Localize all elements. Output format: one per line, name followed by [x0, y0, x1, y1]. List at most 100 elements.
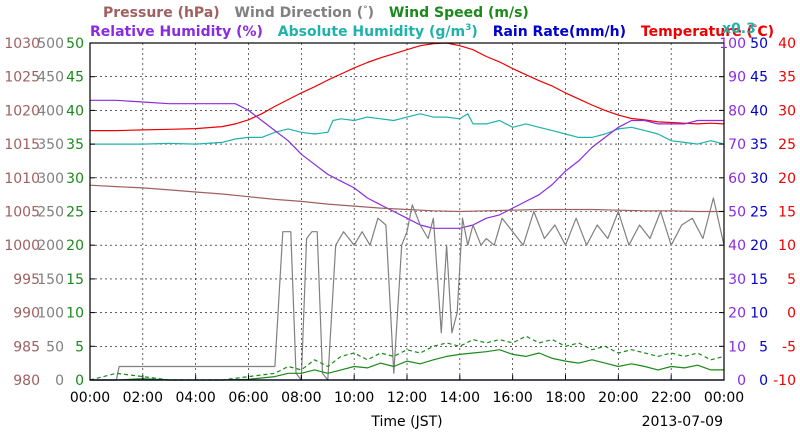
- y-tick-temperature: 15: [778, 205, 796, 221]
- legend-scale-note: x0.3: [722, 21, 756, 37]
- series-line-humidity: [90, 99, 724, 229]
- y-tick-humidity: 100: [719, 36, 746, 52]
- legend-row-1: Pressure (hPa) Wind Direction (°) Wind S…: [103, 5, 529, 21]
- y-tick-wind_direction: 450: [37, 70, 64, 86]
- x-tick-label: 22:00: [651, 390, 691, 406]
- y-tick-pressure: 1005: [4, 205, 40, 221]
- chart-legend: Pressure (hPa) Wind Direction (°) Wind S…: [90, 5, 774, 40]
- y-tick-wind_direction: 150: [37, 272, 64, 288]
- y-tick-pressure: 1000: [4, 238, 40, 254]
- y-tick-wind_speed: 5: [75, 339, 84, 355]
- y-tick-rain_rate: 5: [759, 339, 768, 355]
- legend-rain-rate: Rain Rate(mm/h): [493, 24, 626, 40]
- y-axes: 9809859909951000100510101015102010251030…: [4, 36, 796, 389]
- x-axis-label: Time (JST): [370, 414, 442, 430]
- y-tick-wind_direction: 50: [46, 339, 64, 355]
- y-tick-wind_direction: 200: [37, 238, 64, 254]
- series-line-wind_speed: [89, 335, 725, 381]
- y-tick-wind_speed: 0: [75, 373, 84, 389]
- x-tick-label: 14:00: [440, 390, 480, 406]
- y-tick-rain_rate: 15: [750, 272, 768, 288]
- y-tick-rain_rate: 0: [759, 373, 768, 389]
- y-tick-wind_direction: 250: [37, 205, 64, 221]
- y-tick-humidity: 40: [728, 238, 746, 254]
- series-line-wind_direction: [90, 197, 725, 381]
- y-tick-rain_rate: 45: [750, 70, 768, 86]
- y-tick-wind_speed: 35: [66, 137, 84, 153]
- y-tick-wind_direction: 350: [37, 137, 64, 153]
- y-tick-humidity: 90: [728, 70, 746, 86]
- x-tick-label: 08:00: [281, 390, 321, 406]
- y-tick-pressure: 1030: [4, 36, 40, 52]
- y-tick-rain_rate: 30: [750, 171, 768, 187]
- y-tick-humidity: 30: [728, 272, 746, 288]
- grid: [90, 43, 724, 380]
- y-tick-pressure: 990: [13, 306, 40, 322]
- y-tick-pressure: 995: [13, 272, 40, 288]
- y-tick-temperature: 35: [778, 70, 796, 86]
- legend-wind-speed: Wind Speed (m/s): [389, 5, 529, 21]
- y-tick-rain_rate: 35: [750, 137, 768, 153]
- x-tick-label: 12:00: [387, 390, 427, 406]
- x-tick-label: 18:00: [545, 390, 585, 406]
- date-label: 2013-07-09: [642, 414, 723, 430]
- y-tick-humidity: 50: [728, 205, 746, 221]
- y-tick-pressure: 1020: [4, 103, 40, 119]
- y-tick-temperature: -5: [782, 339, 796, 355]
- y-tick-temperature: 25: [778, 137, 796, 153]
- x-tick-label: 16:00: [492, 390, 532, 406]
- series-line-humidity: [90, 113, 725, 145]
- y-tick-rain_rate: 20: [750, 238, 768, 254]
- legend-absolute-humidity: Absolute Humidity (g/m3): [278, 23, 478, 40]
- x-axis: 00:00 02:00 04:00 06:00 08:00 10:00 12:00 14:00…: [70, 375, 744, 406]
- y-tick-rain_rate: 50: [750, 36, 768, 52]
- y-tick-temperature: 40: [778, 36, 796, 52]
- y-tick-humidity: 10: [728, 339, 746, 355]
- y-tick-temperature: -10: [773, 373, 796, 389]
- y-tick-wind_direction: 500: [37, 36, 64, 52]
- y-tick-wind_speed: 20: [66, 238, 84, 254]
- y-tick-wind_direction: 300: [37, 171, 64, 187]
- y-tick-temperature: 5: [787, 272, 796, 288]
- y-tick-wind_speed: 15: [66, 272, 84, 288]
- y-tick-humidity: 80: [728, 103, 746, 119]
- y-tick-wind_speed: 10: [66, 306, 84, 322]
- y-tick-wind_direction: 0: [55, 373, 64, 389]
- x-tick-label: 00:00: [704, 390, 744, 406]
- series-line-wind_speed: [90, 349, 724, 381]
- y-tick-wind_direction: 100: [37, 306, 64, 322]
- y-tick-temperature: 30: [778, 103, 796, 119]
- x-tick-label: 20:00: [598, 390, 638, 406]
- x-tick-label: 00:00: [70, 390, 110, 406]
- x-tick-label: 02:00: [123, 390, 163, 406]
- y-tick-wind_speed: 45: [66, 70, 84, 86]
- y-tick-temperature: 20: [778, 171, 796, 187]
- y-tick-humidity: 60: [728, 171, 746, 187]
- y-tick-temperature: 0: [787, 306, 796, 322]
- x-tick-label: 06:00: [228, 390, 268, 406]
- y-tick-wind_speed: 50: [66, 36, 84, 52]
- y-tick-wind_direction: 400: [37, 103, 64, 119]
- x-tick-label: 04:00: [175, 390, 215, 406]
- y-tick-rain_rate: 40: [750, 103, 768, 119]
- y-tick-rain_rate: 25: [750, 205, 768, 221]
- y-tick-humidity: 0: [737, 373, 746, 389]
- series-line-pressure: [89, 184, 724, 213]
- y-tick-wind_speed: 30: [66, 171, 84, 187]
- x-tick-label: 10:00: [334, 390, 374, 406]
- legend-row-2: Relative Humidity (%) Absolute Humidity …: [90, 23, 774, 40]
- y-tick-humidity: 20: [728, 306, 746, 322]
- y-tick-rain_rate: 10: [750, 306, 768, 322]
- legend-wind-direction: Wind Direction (°): [235, 5, 374, 21]
- legend-pressure: Pressure (hPa): [103, 5, 220, 21]
- y-tick-pressure: 1010: [4, 171, 40, 187]
- y-tick-temperature: 10: [778, 238, 796, 254]
- y-tick-pressure: 985: [13, 339, 40, 355]
- y-tick-humidity: 70: [728, 137, 746, 153]
- y-tick-pressure: 980: [13, 373, 40, 389]
- legend-relative-humidity: Relative Humidity (%): [90, 24, 263, 40]
- y-tick-wind_speed: 40: [66, 103, 84, 119]
- y-tick-pressure: 1015: [4, 137, 40, 153]
- y-tick-wind_speed: 25: [66, 205, 84, 221]
